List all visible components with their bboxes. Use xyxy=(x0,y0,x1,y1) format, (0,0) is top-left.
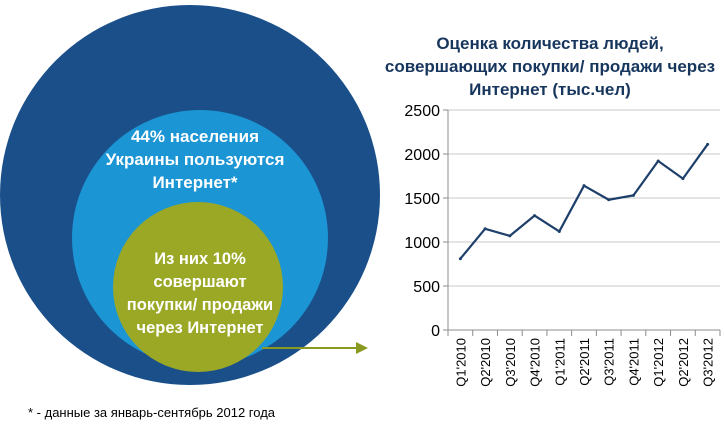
online-buyers-text: Из них 10% совершают покупки/ продажи че… xyxy=(126,250,274,337)
footnote: * - данные за январь-сентябрь 2012 года xyxy=(28,405,276,420)
x-tick-label: Q3'2010 xyxy=(503,338,518,387)
x-tick-label: Q2'2011 xyxy=(577,338,592,386)
x-tick-label: Q4'2010 xyxy=(528,338,543,387)
data-point xyxy=(607,198,611,202)
data-point xyxy=(483,227,487,231)
y-tick-label: 1000 xyxy=(404,235,440,252)
data-point xyxy=(458,257,462,261)
x-tick-label: Q1'2012 xyxy=(651,338,666,387)
data-point xyxy=(631,193,635,197)
y-tick-label: 500 xyxy=(413,279,440,296)
y-tick-label: 2000 xyxy=(404,147,440,164)
chart-title: Оценка количества людей, совершающих пок… xyxy=(384,34,716,99)
data-point xyxy=(656,159,660,163)
x-tick-label: Q2'2010 xyxy=(478,338,493,387)
x-tick-label: Q2'2012 xyxy=(676,338,691,387)
data-point xyxy=(557,229,561,233)
x-tick-label: Q1'2011 xyxy=(552,338,567,386)
data-point xyxy=(706,142,710,146)
y-tick-label: 2500 xyxy=(404,103,440,120)
y-tick-label: 1500 xyxy=(404,191,440,208)
nested-circles-diagram xyxy=(0,5,380,385)
x-tick-label: Q4'2011 xyxy=(626,338,641,386)
arrow-head xyxy=(356,342,368,354)
x-tick-label: Q3'2011 xyxy=(602,338,617,386)
data-point xyxy=(508,234,512,238)
data-point xyxy=(582,184,586,188)
internet-users-text: 44% населения Украины пользуются Интерне… xyxy=(105,127,285,192)
x-tick-label: Q3'2012 xyxy=(701,338,716,387)
y-tick-label: 0 xyxy=(431,323,440,340)
data-point xyxy=(681,177,685,181)
data-point xyxy=(533,214,537,218)
x-tick-label: Q1'2010 xyxy=(453,338,468,387)
inner-circle xyxy=(113,202,283,372)
